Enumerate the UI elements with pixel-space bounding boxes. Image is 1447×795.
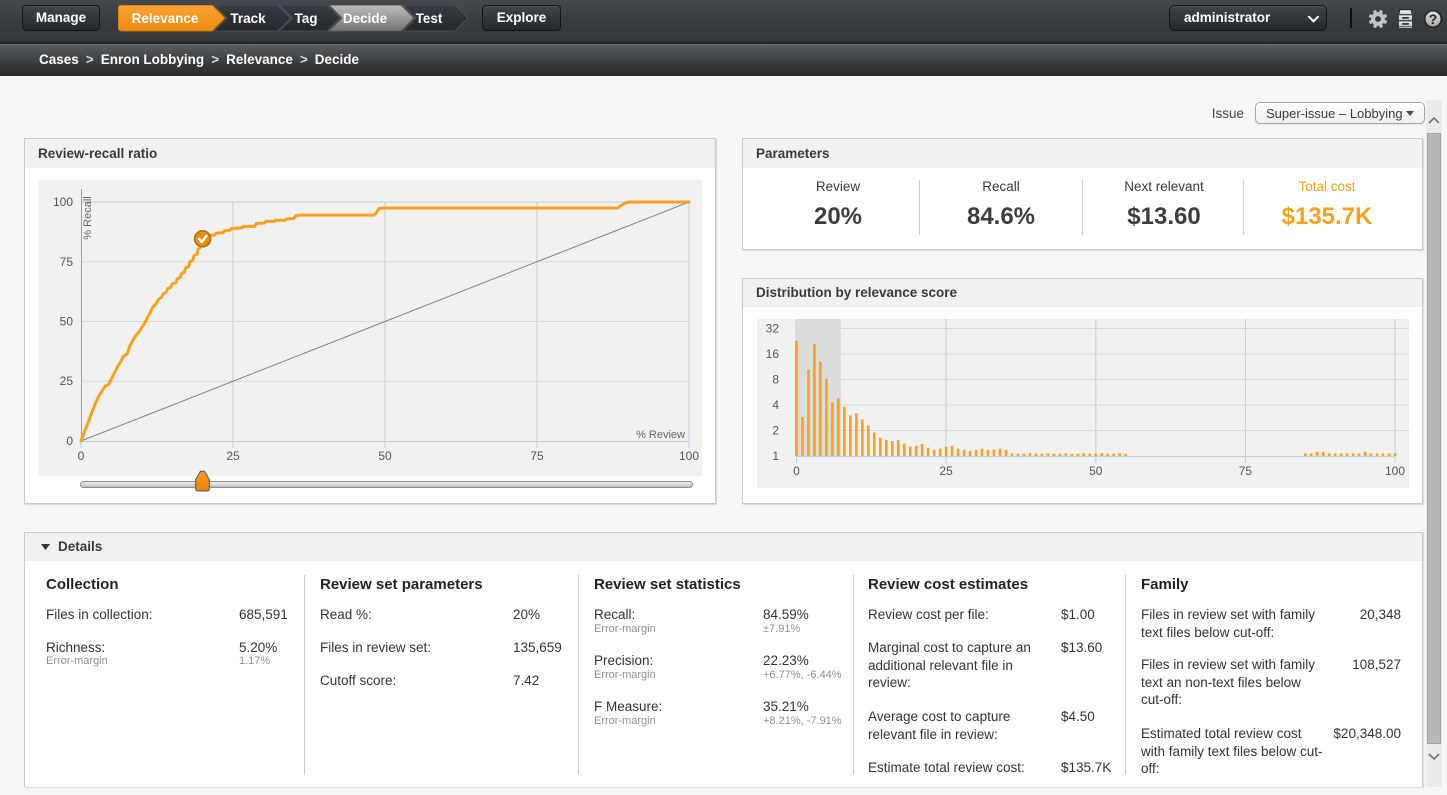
svg-text:100: 100 — [1385, 464, 1405, 478]
svg-text:0: 0 — [78, 449, 85, 463]
svg-text:16: 16 — [766, 347, 780, 361]
svg-text:0: 0 — [793, 464, 800, 478]
svg-text:?: ? — [1429, 11, 1438, 27]
svg-text:100: 100 — [53, 195, 73, 209]
svg-text:75: 75 — [1239, 464, 1253, 478]
svg-text:50: 50 — [378, 449, 392, 463]
svg-text:25: 25 — [939, 464, 953, 478]
svg-text:25: 25 — [60, 374, 74, 388]
svg-text:Tag: Tag — [295, 11, 318, 26]
svg-text:Track: Track — [230, 11, 266, 26]
svg-text:75: 75 — [530, 449, 544, 463]
svg-text:1: 1 — [772, 449, 779, 463]
svg-text:4: 4 — [772, 398, 779, 412]
svg-text:8: 8 — [772, 373, 779, 387]
svg-text:% Review: % Review — [636, 429, 685, 441]
svg-text:% Recall: % Recall — [82, 196, 94, 239]
svg-text:50: 50 — [1089, 464, 1103, 478]
svg-text:Decide: Decide — [343, 11, 388, 26]
svg-text:Test: Test — [416, 11, 443, 26]
svg-text:32: 32 — [766, 322, 780, 336]
svg-text:50: 50 — [60, 315, 74, 329]
svg-text:25: 25 — [226, 449, 240, 463]
svg-text:Relevance: Relevance — [132, 11, 199, 26]
svg-text:2: 2 — [772, 424, 779, 438]
svg-text:75: 75 — [60, 255, 74, 269]
svg-text:0: 0 — [66, 434, 73, 448]
svg-text:100: 100 — [679, 449, 699, 463]
